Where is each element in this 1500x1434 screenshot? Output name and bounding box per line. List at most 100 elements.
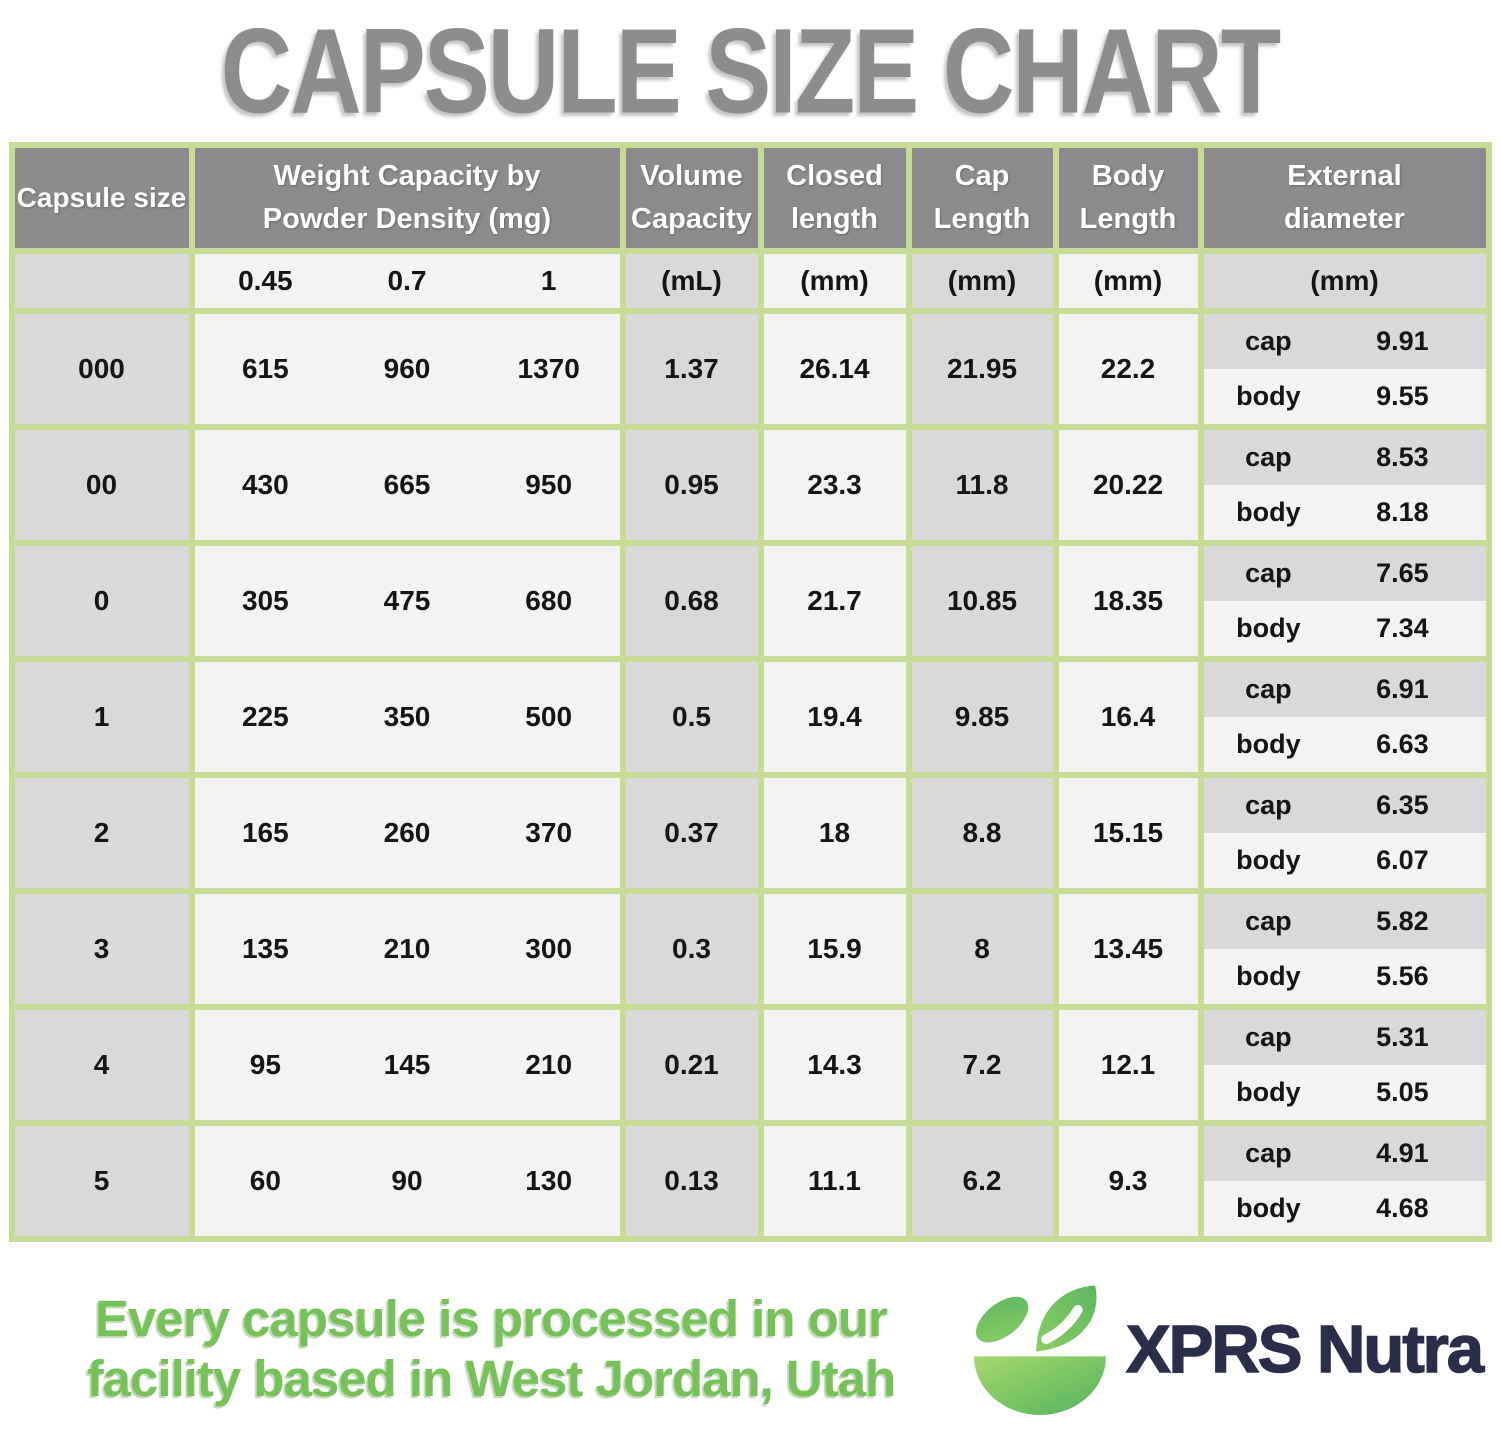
external-body-row: body 9.55 [1203,369,1486,424]
external-body-row: body 6.63 [1203,717,1486,772]
capsule-size-cell: 0 [14,546,189,656]
body-length-cell: 15.15 [1058,778,1198,888]
tagline-line2: facility based in West Jordan, Utah [86,1350,897,1407]
capsule-size-cell: 00 [14,430,189,540]
body-diameter-value: 6.63 [1376,729,1429,759]
weight-value: 95 [249,1049,281,1080]
body-label: body [1236,497,1301,527]
weight-value: 370 [525,817,573,848]
cap-diameter-value: 5.31 [1376,1022,1429,1052]
cap-label: cap [1245,442,1292,472]
cap-label: cap [1245,326,1292,356]
header-external-diameter: External diameter [1203,148,1486,248]
cap-length-cell: 11.8 [911,430,1053,540]
body-length-cell: 12.1 [1058,1010,1198,1120]
subheader-cap-unit: (mm) [911,254,1053,308]
footer: Every capsule is processed in our facili… [0,1264,1500,1434]
capsule-size-cell: 2 [14,778,189,888]
cap-diameter-value: 7.65 [1376,558,1429,588]
header-capsule-size-label: Capsule size [16,182,187,213]
external-diameter-cell: cap 5.31 body 5.05 [1203,1010,1486,1120]
header-closed-length-label: Closed length [786,159,883,236]
header-body-length-label: Body Length [1079,159,1177,236]
body-length-cell: 18.35 [1058,546,1198,656]
subheader-volume-unit: (mL) [625,254,758,308]
weight-value: 225 [241,701,289,732]
external-body-row: body 8.18 [1203,485,1486,540]
external-body-row: body 7.34 [1203,601,1486,656]
cap-label: cap [1245,906,1292,936]
header-closed-length: Closed length [763,148,906,248]
capsule-size-cell: 000 [14,314,189,424]
external-cap-row: cap 8.53 [1203,430,1486,485]
weight-capacity-cell: 135 210 300 [194,894,620,1004]
brand-logo: XPRS Nutra [964,1283,1485,1415]
weight-value: 305 [241,585,289,616]
body-diameter-value: 5.05 [1376,1077,1429,1107]
density-value: 1 [540,265,557,296]
cap-diameter-value: 6.35 [1376,790,1429,820]
capsule-size-cell: 1 [14,662,189,772]
weight-value: 1370 [517,353,580,384]
header-volume-capacity: Volume Capacity [625,148,758,248]
header-cap-length: Cap Length [911,148,1053,248]
weight-capacity-cell: 165 260 370 [194,778,620,888]
body-diameter-value: 6.07 [1376,845,1429,875]
volume-capacity-cell: 0.95 [625,430,758,540]
cap-diameter-value: 5.82 [1376,906,1429,936]
cap-label: cap [1245,674,1292,704]
weight-capacity-cell: 615 960 1370 [194,314,620,424]
weight-capacity-cell: 430 665 950 [194,430,620,540]
page-title: CAPSULE SIZE CHART [0,0,1500,142]
weight-value: 60 [249,1165,281,1196]
closed-length-cell: 26.14 [763,314,906,424]
cap-length-cell: 8 [911,894,1053,1004]
weight-value: 960 [383,353,431,384]
body-diameter-value: 8.18 [1376,497,1429,527]
weight-value: 430 [241,469,289,500]
body-length-cell: 20.22 [1058,430,1198,540]
cap-label: cap [1245,1138,1292,1168]
body-diameter-value: 7.34 [1376,613,1429,643]
body-length-cell: 16.4 [1058,662,1198,772]
header-capsule-size: Capsule size [14,148,189,248]
weight-value: 130 [525,1165,573,1196]
subheader-body-unit: (mm) [1058,254,1198,308]
weight-value: 665 [383,469,431,500]
weight-value: 615 [241,353,289,384]
capsule-size-cell: 5 [14,1126,189,1236]
external-body-row: body 5.05 [1203,1065,1486,1120]
external-diameter-cell: cap 4.91 body 4.68 [1203,1126,1486,1236]
weight-value: 300 [525,933,573,964]
volume-capacity-cell: 0.5 [625,662,758,772]
weight-capacity-cell: 305 475 680 [194,546,620,656]
weight-value: 950 [525,469,573,500]
body-diameter-value: 9.55 [1376,381,1429,411]
subheader-densities: 0.45 0.7 1 [194,254,620,308]
external-body-row: body 4.68 [1203,1181,1486,1236]
body-length-cell: 13.45 [1058,894,1198,1004]
page-title-text: CAPSULE SIZE CHART [220,2,1282,139]
weight-capacity-cell: 225 350 500 [194,662,620,772]
closed-length-cell: 23.3 [763,430,906,540]
brand-name: XPRS Nutra [1125,1311,1485,1388]
cap-diameter-value: 8.53 [1376,442,1429,472]
body-length-cell: 9.3 [1058,1126,1198,1236]
closed-length-cell: 11.1 [763,1126,906,1236]
header-weight-capacity-label: Weight Capacity by Powder Density (mg) [262,159,552,236]
external-cap-row: cap 4.91 [1203,1126,1486,1181]
body-label: body [1236,961,1301,991]
cap-diameter-value: 4.91 [1376,1138,1429,1168]
external-body-row: body 6.07 [1203,833,1486,888]
volume-capacity-cell: 1.37 [625,314,758,424]
weight-value: 500 [525,701,573,732]
volume-capacity-cell: 0.68 [625,546,758,656]
subheader-external-unit: (mm) [1203,254,1486,308]
subheader-closed-unit: (mm) [763,254,906,308]
cap-label: cap [1245,790,1292,820]
body-label: body [1236,845,1301,875]
cap-length-cell: 10.85 [911,546,1053,656]
closed-length-cell: 14.3 [763,1010,906,1120]
closed-length-cell: 21.7 [763,546,906,656]
header-weight-capacity: Weight Capacity by Powder Density (mg) [194,148,620,248]
